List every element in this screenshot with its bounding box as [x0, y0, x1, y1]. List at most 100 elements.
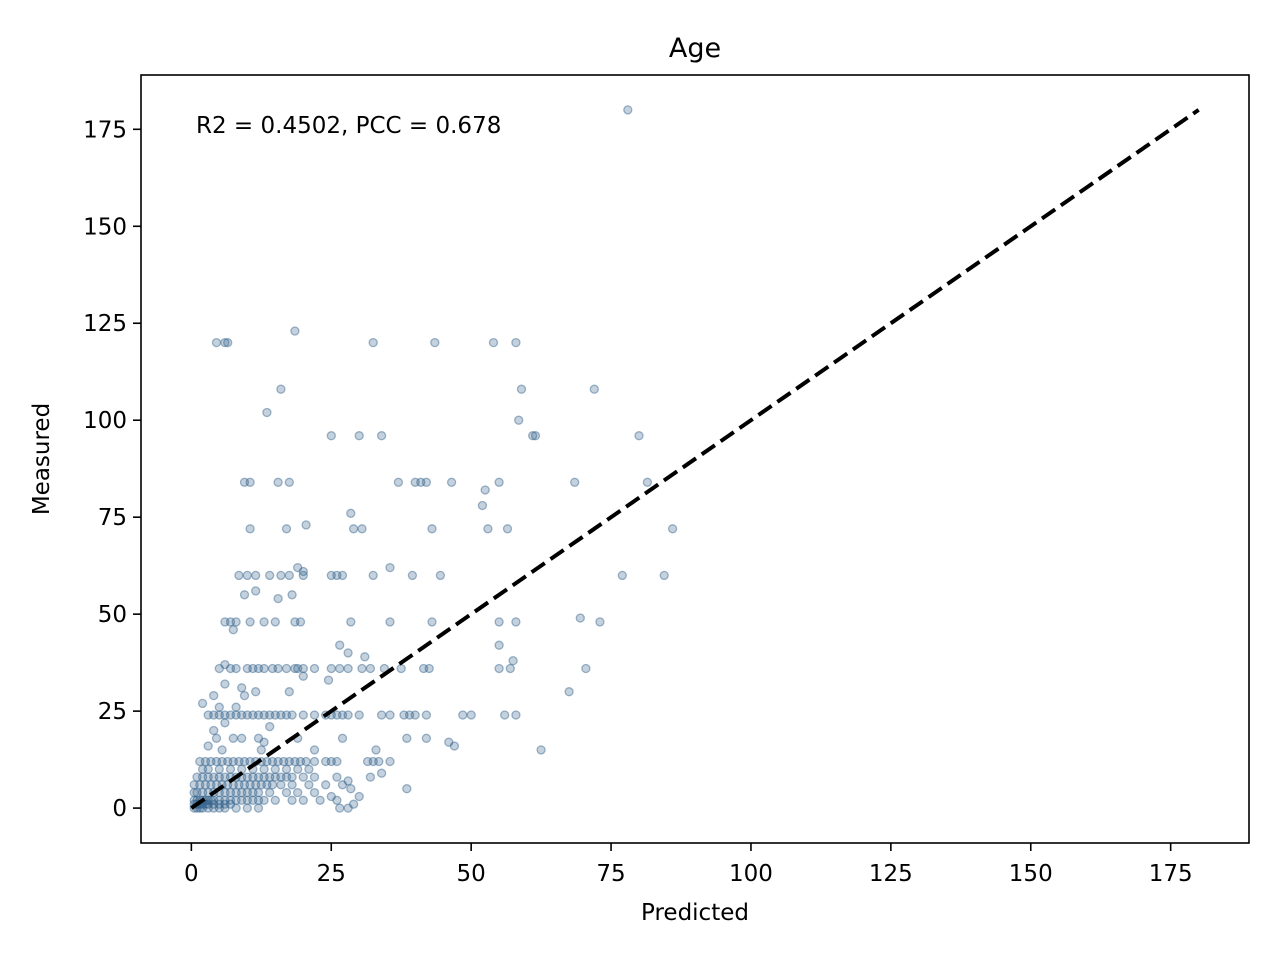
data-point [209, 710, 219, 720]
data-point [270, 772, 280, 782]
data-point [273, 756, 283, 767]
data-point [259, 737, 269, 747]
data-point [667, 524, 678, 534]
data-point [290, 326, 300, 336]
data-point [427, 617, 437, 627]
data-point [402, 784, 412, 794]
data-point [298, 566, 308, 577]
data-point [287, 795, 297, 805]
data-point [273, 663, 283, 674]
data-point [259, 795, 269, 805]
data-point [223, 780, 233, 790]
data-point [595, 617, 605, 627]
data-point [214, 710, 224, 720]
x-tick-label: 125 [869, 861, 913, 887]
data-point [228, 625, 238, 635]
data-point [217, 745, 227, 755]
data-point [287, 772, 297, 782]
data-point [293, 764, 303, 774]
data-point [494, 477, 504, 487]
data-point [239, 780, 250, 790]
data-point [410, 710, 420, 720]
data-point [197, 803, 208, 813]
data-point [368, 337, 378, 348]
data-point [298, 795, 308, 805]
data-point [581, 663, 591, 674]
data-point [276, 780, 286, 790]
data-point [237, 710, 247, 720]
x-tick-label: 50 [457, 861, 486, 887]
data-point [343, 776, 353, 786]
data-point [209, 772, 219, 782]
data-point [239, 590, 250, 600]
data-point [234, 756, 244, 767]
data-point [192, 787, 202, 798]
data-point [203, 764, 213, 774]
data-point [197, 764, 208, 774]
data-point [245, 617, 255, 627]
data-point [206, 780, 216, 790]
data-point [337, 710, 348, 720]
data-point [242, 710, 252, 720]
data-point [281, 524, 292, 534]
x-tick-label: 175 [1149, 861, 1193, 887]
data-point [284, 477, 294, 487]
data-point [309, 787, 320, 798]
data-point [265, 710, 275, 720]
data-point [220, 787, 230, 798]
data-point [209, 690, 219, 701]
data-point [242, 772, 252, 782]
data-point [290, 756, 300, 767]
data-point [276, 710, 286, 720]
data-point [508, 656, 518, 666]
data-point [326, 570, 336, 581]
data-point [332, 710, 342, 720]
data-point [466, 710, 476, 720]
data-point [245, 524, 255, 534]
data-point [326, 791, 336, 802]
data-point [220, 617, 230, 627]
y-axis-ticks: 0 25 50 75 100 125 150 175 [83, 117, 141, 822]
data-point [287, 710, 297, 720]
data-point [265, 721, 275, 732]
data-point [225, 764, 236, 774]
data-point [251, 687, 261, 697]
data-point [220, 337, 230, 348]
data-point [200, 780, 211, 790]
y-tick-label: 125 [83, 311, 127, 337]
data-point [589, 384, 599, 394]
data-point [220, 679, 230, 689]
data-point [225, 663, 236, 674]
data-point [248, 795, 258, 805]
data-point [575, 613, 585, 623]
data-point [203, 799, 213, 809]
data-point [298, 570, 308, 581]
data-point [326, 756, 336, 767]
data-point [304, 780, 314, 790]
data-point [343, 710, 353, 720]
data-point [262, 780, 272, 790]
data-point [293, 787, 303, 798]
data-point [335, 663, 345, 674]
data-point [209, 795, 219, 805]
x-tick-label: 150 [1009, 861, 1053, 887]
data-point [287, 590, 297, 600]
data-point [281, 663, 292, 674]
x-tick-label: 0 [184, 861, 199, 887]
data-point [321, 756, 331, 767]
data-point [362, 756, 373, 767]
data-point [276, 384, 286, 394]
data-point [256, 780, 266, 790]
data-point [234, 780, 244, 790]
data-point [203, 741, 213, 751]
data-point [494, 663, 504, 674]
data-point [343, 648, 353, 658]
data-point [231, 787, 241, 798]
data-point [214, 795, 224, 805]
data-point [231, 710, 241, 720]
data-point [197, 772, 208, 782]
data-point [385, 562, 395, 573]
data-point [332, 795, 342, 805]
data-point [242, 803, 252, 813]
data-point [385, 617, 395, 627]
